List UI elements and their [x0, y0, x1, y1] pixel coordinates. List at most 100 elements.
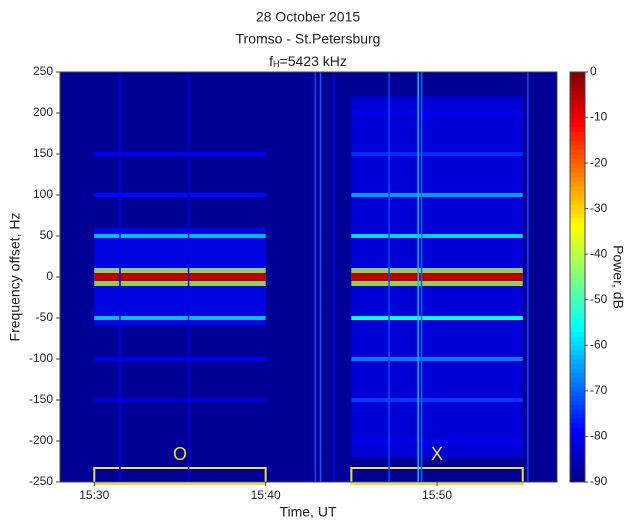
- colorbar-step: [570, 195, 585, 201]
- x-tick-label: 15:30: [79, 488, 109, 502]
- colorbar-step: [570, 149, 585, 155]
- spectral-line: [351, 398, 523, 402]
- colorbar-step: [570, 217, 585, 223]
- colorbar-step: [570, 468, 585, 474]
- colorbar-step: [570, 477, 585, 483]
- colorbar-step: [570, 459, 585, 465]
- colorbar-step: [570, 126, 585, 132]
- colorbar-step: [570, 472, 585, 478]
- y-tick-label: 50: [40, 228, 54, 242]
- y-tick-label: -250: [29, 474, 53, 488]
- spectral-line: [351, 273, 523, 281]
- colorbar-tick-label: -30: [590, 201, 608, 215]
- colorbar-step: [570, 322, 585, 328]
- colorbar-step: [570, 290, 585, 296]
- colorbar-tick-label: -20: [590, 155, 608, 169]
- spectral-line: [351, 111, 523, 115]
- colorbar-step: [570, 226, 585, 232]
- colorbar-step: [570, 400, 585, 406]
- spectral-line: [351, 193, 523, 197]
- colorbar-tick-label: 0: [590, 64, 597, 78]
- x-tick-label: 15:40: [251, 488, 281, 502]
- colorbar-step: [570, 176, 585, 182]
- interval-label: X: [431, 444, 443, 464]
- y-tick-label: 150: [33, 146, 53, 160]
- interval-label: O: [173, 444, 187, 464]
- colorbar-step: [570, 103, 585, 109]
- spectral-line: [94, 273, 266, 281]
- colorbar-step: [570, 81, 585, 87]
- colorbar-step: [570, 158, 585, 164]
- colorbar-step: [570, 185, 585, 191]
- colorbar-step: [570, 199, 585, 205]
- colorbar-title: Power, dB: [610, 245, 626, 309]
- y-axis-title: Frequency offset, Hz: [7, 213, 23, 342]
- colorbar-step: [570, 427, 585, 433]
- colorbar-step: [570, 94, 585, 100]
- colorbar-step: [570, 372, 585, 378]
- colorbar-step: [570, 140, 585, 146]
- colorbar-step: [570, 163, 585, 169]
- colorbar-step: [570, 267, 585, 273]
- colorbar-tick-label: -70: [590, 383, 608, 397]
- colorbar-step: [570, 345, 585, 351]
- colorbar-step: [570, 258, 585, 264]
- colorbar-step: [570, 172, 585, 178]
- colorbar-step: [570, 99, 585, 105]
- spectral-line: [94, 234, 266, 238]
- y-tick-label: -50: [36, 310, 54, 324]
- interval-bracket: [93, 467, 267, 485]
- x-axis-title: Time, UT: [279, 504, 336, 520]
- colorbar-step: [570, 131, 585, 137]
- colorbar-step: [570, 135, 585, 141]
- chart-title: 28 October 2015: [256, 9, 361, 25]
- chart-title: Tromso - St.Petersburg: [236, 31, 381, 47]
- subtitle-text: =5423 kHz: [280, 53, 347, 69]
- spectral-line: [94, 152, 266, 156]
- colorbar-step: [570, 377, 585, 383]
- y-tick-label: -150: [29, 392, 53, 406]
- colorbar-step: [570, 359, 585, 365]
- y-tick-label: 100: [33, 187, 53, 201]
- colorbar-step: [570, 304, 585, 310]
- colorbar-step: [570, 122, 585, 128]
- spectral-line: [351, 152, 523, 156]
- colorbar-step: [570, 117, 585, 123]
- colorbar-tick-label: -90: [590, 474, 608, 488]
- chart-subtitle: fH=5423 kHz: [269, 53, 347, 70]
- colorbar-step: [570, 76, 585, 82]
- colorbar-step: [570, 368, 585, 374]
- colorbar-step: [570, 113, 585, 119]
- colorbar-step: [570, 354, 585, 360]
- colorbar-step: [570, 72, 585, 78]
- colorbar-step: [570, 204, 585, 210]
- y-tick-label: 250: [33, 64, 53, 78]
- colorbar-step: [570, 277, 585, 283]
- colorbar-step: [570, 263, 585, 269]
- colorbar-step: [570, 463, 585, 469]
- colorbar-step: [570, 167, 585, 173]
- y-tick-label: -200: [29, 433, 53, 447]
- colorbar-tick-label: -50: [590, 292, 608, 306]
- y-tick-label: 0: [46, 269, 53, 283]
- colorbar-step: [570, 249, 585, 255]
- colorbar-step: [570, 318, 585, 324]
- spectral-line: [351, 234, 523, 238]
- colorbar-step: [570, 240, 585, 246]
- colorbar-step: [570, 381, 585, 387]
- colorbar-step: [570, 181, 585, 187]
- x-tick-label: 15:50: [422, 488, 452, 502]
- colorbar-step: [570, 144, 585, 150]
- spectral-line: [94, 316, 266, 320]
- colorbar-step: [570, 295, 585, 301]
- colorbar-step: [570, 208, 585, 214]
- colorbar-tick-label: -40: [590, 246, 608, 260]
- colorbar-frame: [569, 71, 586, 483]
- spectral-line: [351, 439, 523, 443]
- colorbar-step: [570, 299, 585, 305]
- spectral-line: [351, 357, 523, 361]
- colorbar-step: [570, 390, 585, 396]
- subtitle-subscript: H: [273, 59, 280, 69]
- colorbar-step: [570, 431, 585, 437]
